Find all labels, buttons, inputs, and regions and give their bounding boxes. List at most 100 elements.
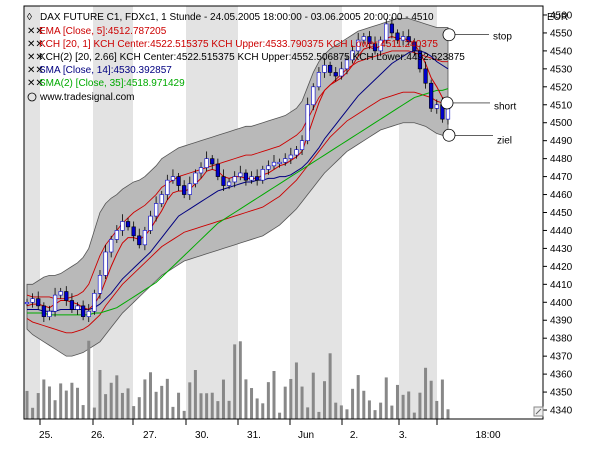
resize-grip-line	[535, 408, 542, 415]
candle-body	[389, 23, 394, 34]
candle-body	[75, 305, 80, 310]
legend-item[interactable]: ✕✕KCH [20, 1] KCH Center:4522.515375 KCH…	[27, 39, 438, 50]
candle-body	[24, 301, 30, 305]
legend-toggle-icon[interactable]: ✕✕	[27, 39, 44, 50]
volume-bar	[165, 378, 169, 419]
volume-bar	[345, 409, 349, 419]
candle-body	[204, 158, 209, 168]
volume-bar	[278, 412, 282, 419]
y-tick-label: 4560	[550, 10, 573, 21]
x-tick-label: 26.	[91, 430, 105, 441]
volume-bar	[339, 405, 343, 419]
volume-bar	[317, 411, 321, 419]
annotation-marker-short	[440, 96, 454, 110]
candle-body	[154, 203, 159, 217]
volume-bar	[120, 392, 124, 419]
y-tick-label: 4390	[550, 316, 573, 327]
y-tick-label: 4420	[550, 262, 573, 273]
candle-body	[41, 305, 46, 317]
candle-body	[249, 176, 254, 181]
volume-bar	[424, 367, 428, 419]
candle-body	[406, 36, 411, 43]
volume-bar	[440, 379, 444, 419]
candle-body	[226, 181, 232, 186]
legend-toggle-icon[interactable]: ✕✕	[27, 26, 44, 37]
volume-bar	[323, 381, 327, 419]
candle-body	[210, 158, 215, 165]
volume-bar	[36, 393, 40, 419]
candle-body	[97, 275, 103, 294]
volume-bar	[390, 405, 394, 419]
legend-item[interactable]: ✕✕KCH(2) [20, 2.66] KCH Center:4522.5153…	[27, 52, 465, 63]
volume-bar	[367, 400, 371, 419]
candle-body	[221, 176, 226, 186]
legend-item[interactable]: ✕✕EMA [Close, 5]:4512.787205	[27, 26, 167, 37]
candle-body	[266, 165, 271, 170]
watermark-text: www.tradesignal.com	[39, 92, 134, 103]
volume-bar	[351, 388, 355, 419]
volume-bar	[261, 403, 265, 419]
volume-bar	[177, 392, 181, 419]
volume-bar	[109, 382, 113, 419]
candle-body	[378, 39, 383, 52]
legend-item[interactable]: ✕✕SMA [Close, 14]:4530.392857	[27, 65, 172, 76]
volume-bar	[384, 377, 388, 419]
candle-body	[333, 72, 338, 77]
volume-bar	[266, 382, 270, 419]
y-axis: 4340 4350 4360 4370 4380 4390 4400 4410 4420 4430…	[543, 10, 573, 417]
candle-body	[109, 239, 114, 253]
candle-body	[305, 104, 310, 141]
legend-toggle-icon[interactable]: ✕✕	[27, 65, 44, 76]
candle-body	[232, 176, 237, 183]
volume-bar	[306, 407, 310, 419]
price-bars	[24, 16, 451, 323]
volume-bar	[47, 386, 51, 419]
y-tick-label: 4510	[550, 100, 573, 111]
volume-bar	[446, 409, 450, 419]
candle-body	[142, 230, 147, 246]
candle-body	[311, 86, 316, 106]
candle-body	[103, 251, 108, 276]
legend-item[interactable]: ✕✕SMA(2) [Close, 35]:4518.971429	[27, 78, 185, 89]
candle-body	[176, 176, 181, 186]
volume-bar	[227, 400, 231, 419]
y-tick-label: 4480	[550, 154, 573, 165]
annotations: stop short ziel	[440, 28, 516, 147]
candle-body	[238, 172, 243, 177]
candle-body	[412, 41, 417, 52]
sma35-line	[27, 88, 449, 316]
volume-bar	[216, 401, 220, 419]
candle-body	[417, 50, 423, 70]
candle-body	[69, 300, 75, 310]
kch-inner-upper-line	[26, 50, 448, 300]
candle-body	[350, 50, 355, 61]
annotation-label-ziel: ziel	[497, 136, 512, 147]
volume-bars	[25, 340, 450, 419]
legend[interactable]: ✕✕EMA [Close, 5]:4512.787205✕✕KCH [20, 1…	[27, 26, 465, 89]
volume-bar	[373, 410, 377, 419]
volume-bar	[81, 405, 85, 419]
volume-bar	[59, 383, 63, 419]
volume-bar	[283, 386, 287, 419]
y-tick-label: 4470	[550, 172, 573, 183]
chart-title: DAX FUTURE C1, FDXc1, 1 Stunde - 24.05.2…	[40, 12, 434, 23]
resize-grip[interactable]	[533, 406, 544, 417]
y-tick-label: 4550	[550, 28, 573, 39]
volume-bar	[92, 407, 96, 419]
x-tick-label: 3.	[399, 430, 407, 441]
candle-body	[316, 72, 321, 88]
legend-label: SMA [Close, 14]:4530.392857	[39, 65, 172, 76]
y-tick-label: 4490	[550, 136, 573, 147]
legend-toggle-icon[interactable]: ✕✕	[27, 52, 44, 63]
volume-bar	[356, 375, 360, 419]
x-tick-label: 18:00	[475, 430, 500, 441]
legend-toggle-icon[interactable]: ✕✕	[27, 78, 44, 89]
legend-label: EMA [Close, 5]:4512.787205	[39, 26, 167, 37]
volume-bar	[104, 394, 108, 419]
candle-body	[81, 305, 86, 317]
candle-body	[131, 226, 136, 237]
volume-bar	[188, 382, 192, 419]
candle-body	[58, 291, 63, 296]
candle-body	[294, 149, 299, 156]
